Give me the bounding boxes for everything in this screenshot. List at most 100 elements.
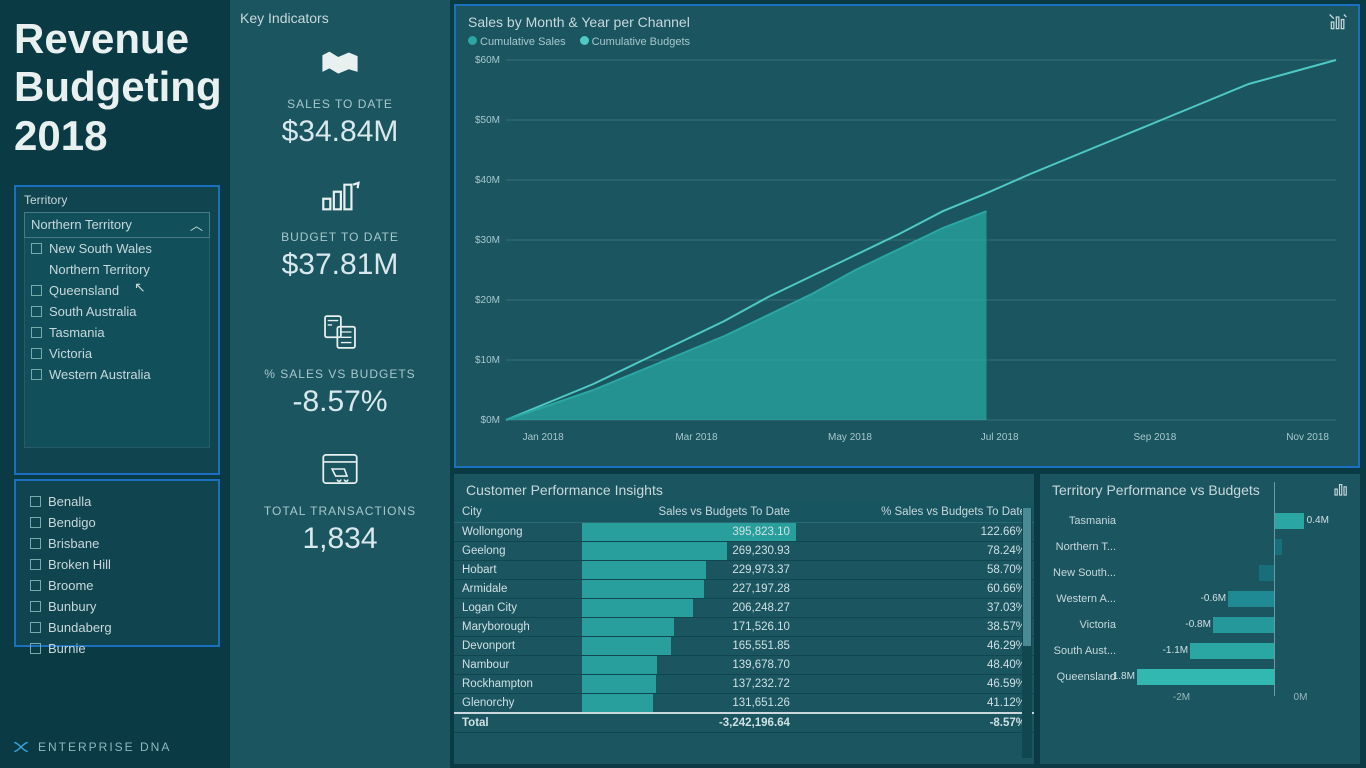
scrollbar-thumb[interactable]: [1023, 508, 1031, 646]
city-option[interactable]: Broome: [24, 575, 210, 596]
svg-text:$40M: $40M: [475, 175, 500, 186]
city-list: Benalla Bendigo BrisbaneBroken Hill Broome B…: [24, 491, 210, 659]
cell-sales: 165,551.85: [582, 637, 798, 656]
terr-axis-min: -2M: [1122, 692, 1241, 703]
table-row[interactable]: Rockhampton 137,232.72 46.59%: [454, 675, 1034, 694]
cell-city: Devonport: [454, 637, 582, 656]
brand-text: ENTERPRISE DNA: [38, 740, 171, 754]
table-row[interactable]: Devonport 165,551.85 46.29%: [454, 637, 1034, 656]
ki-value: -8.57%: [240, 385, 440, 419]
cell-sales: 229,973.37: [582, 561, 798, 580]
cell-city: Hobart: [454, 561, 582, 580]
city-option[interactable]: Burnie: [24, 638, 210, 659]
city-option[interactable]: Benalla: [24, 491, 210, 512]
territory-bar-label: New South...: [1044, 567, 1122, 579]
sales-chart-card[interactable]: Sales by Month & Year per Channel Cumula…: [454, 4, 1360, 468]
terr-axis-zero: 0M: [1241, 692, 1360, 703]
trend-icon: [240, 179, 440, 220]
ki-card: SALES TO DATE $34.84M: [240, 46, 440, 149]
cell-city: Rockhampton: [454, 675, 582, 694]
territory-option[interactable]: Queensland: [25, 280, 209, 301]
cell-city: Wollongong: [454, 523, 582, 542]
svg-text:$20M: $20M: [475, 295, 500, 306]
sales-chart-title: Sales by Month & Year per Channel: [456, 6, 1358, 34]
territory-bar-label: South Aust...: [1044, 645, 1122, 657]
customer-table-card[interactable]: Customer Performance Insights City Sales…: [454, 474, 1034, 764]
territory-option[interactable]: Victoria: [25, 343, 209, 364]
territory-chart-card[interactable]: Territory Performance vs Budgets Tasmani…: [1040, 474, 1360, 764]
map-icon: [240, 46, 440, 87]
cell-sales: 139,678.70: [582, 656, 798, 675]
territory-bar-row[interactable]: Queensland -1.8M: [1044, 664, 1350, 690]
cell-sales: 137,232.72: [582, 675, 798, 694]
cell-pct: 38.57%: [798, 618, 1034, 637]
city-option[interactable]: Bunbury: [24, 596, 210, 617]
territory-option-label: Queensland: [49, 283, 119, 298]
bar-chart-icon[interactable]: [1328, 12, 1348, 37]
svg-text:$10M: $10M: [475, 355, 500, 366]
city-label: Benalla: [48, 494, 91, 509]
brand-logo: ENTERPRISE DNA: [12, 738, 171, 756]
checkbox-icon: [30, 559, 41, 570]
svg-text:Nov 2018: Nov 2018: [1286, 432, 1329, 443]
checkbox-icon: [30, 622, 41, 633]
ki-card: % SALES VS BUDGETS -8.57%: [240, 312, 440, 419]
cell-pct: 58.70%: [798, 561, 1034, 580]
table-row[interactable]: Hobart 229,973.37 58.70%: [454, 561, 1034, 580]
city-option[interactable]: Brisbane: [24, 533, 210, 554]
checkbox-icon: [30, 496, 41, 507]
territory-slicer[interactable]: Territory Northern Territory ︿ New South…: [14, 185, 220, 475]
territory-option[interactable]: New South Wales: [25, 238, 209, 259]
city-option[interactable]: Broken Hill: [24, 554, 210, 575]
territory-option[interactable]: Northern Territory: [25, 259, 209, 280]
cell-sales: 269,230.93: [582, 542, 798, 561]
cell-pct: 122.66%: [798, 523, 1034, 542]
scrollbar[interactable]: [1022, 508, 1032, 758]
territory-option-label: Tasmania: [49, 325, 105, 340]
territory-chart-title: Territory Performance vs Budgets: [1040, 474, 1360, 502]
cell-pct: 48.40%: [798, 656, 1034, 675]
territory-dropdown[interactable]: Northern Territory ︿: [24, 212, 210, 238]
checkbox-icon: [31, 369, 42, 380]
city-label: Broome: [48, 578, 94, 593]
ki-value: 1,834: [240, 522, 440, 556]
table-row[interactable]: Nambour 139,678.70 48.40%: [454, 656, 1034, 675]
territory-option[interactable]: South Australia: [25, 301, 209, 322]
cell-pct: 46.29%: [798, 637, 1034, 656]
table-row[interactable]: Glenorchy 131,651.26 41.12%: [454, 694, 1034, 714]
table-row[interactable]: Geelong 269,230.93 78.24%: [454, 542, 1034, 561]
territory-selected: Northern Territory: [31, 217, 132, 232]
territory-bar-row[interactable]: South Aust... -1.1M: [1044, 638, 1350, 664]
customer-table-title: Customer Performance Insights: [454, 474, 1034, 502]
col-pct[interactable]: % Sales vs Budgets To Date: [798, 502, 1034, 523]
ki-label: TOTAL TRANSACTIONS: [240, 504, 440, 518]
key-indicators-panel: Key Indicators SALES TO DATE $34.84M BUD…: [230, 0, 450, 768]
territory-bar-row[interactable]: Tasmania 0.4M: [1044, 508, 1350, 534]
checkbox-icon: [30, 643, 41, 654]
table-row[interactable]: Maryborough 171,526.10 38.57%: [454, 618, 1034, 637]
territory-option[interactable]: Western Australia: [25, 364, 209, 385]
svg-text:Sep 2018: Sep 2018: [1133, 432, 1176, 443]
table-row[interactable]: Armidale 227,197.28 60.66%: [454, 580, 1034, 599]
territory-bar-label: Tasmania: [1044, 515, 1122, 527]
ki-label: BUDGET TO DATE: [240, 230, 440, 244]
territory-bar-row[interactable]: Western A... -0.6M: [1044, 586, 1350, 612]
city-option[interactable]: Bundaberg: [24, 617, 210, 638]
table-row[interactable]: Logan City 206,248.27 37.03%: [454, 599, 1034, 618]
city-label: Bendigo: [48, 515, 96, 530]
table-row[interactable]: Wollongong 395,823.10 122.66%: [454, 523, 1034, 542]
territory-option[interactable]: Tasmania: [25, 322, 209, 343]
bar-chart-icon[interactable]: [1332, 480, 1350, 503]
legend-budgets: Cumulative Budgets: [592, 36, 690, 48]
city-option[interactable]: Bendigo: [24, 512, 210, 533]
col-city[interactable]: City: [454, 502, 582, 523]
svg-text:Mar 2018: Mar 2018: [675, 432, 718, 443]
territory-bar-row[interactable]: Northern T...: [1044, 534, 1350, 560]
territory-bar-row[interactable]: Victoria -0.8M: [1044, 612, 1350, 638]
cell-pct: 46.59%: [798, 675, 1034, 694]
city-slicer[interactable]: Benalla Bendigo BrisbaneBroken Hill Broome B…: [14, 479, 220, 647]
svg-text:$50M: $50M: [475, 115, 500, 126]
territory-bar-row[interactable]: New South...: [1044, 560, 1350, 586]
checkbox-icon: [31, 327, 42, 338]
col-sales[interactable]: Sales vs Budgets To Date: [582, 502, 798, 523]
